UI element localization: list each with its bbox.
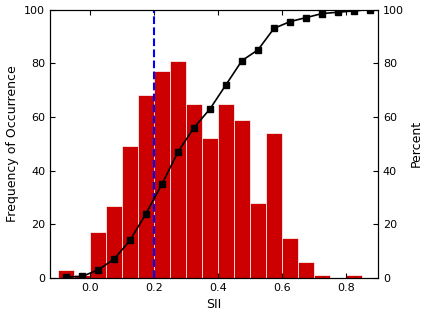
Bar <box>154 71 170 278</box>
Bar <box>282 238 298 278</box>
Bar <box>138 95 154 278</box>
X-axis label: SII: SII <box>206 298 222 311</box>
Bar <box>202 139 218 278</box>
Y-axis label: Frequency of Occurrence: Frequency of Occurrence <box>6 65 18 222</box>
Bar <box>170 61 186 278</box>
Bar <box>234 120 250 278</box>
Bar <box>314 275 330 278</box>
Bar <box>218 104 234 278</box>
Bar <box>106 205 122 278</box>
Bar <box>74 275 90 278</box>
Bar <box>266 133 282 278</box>
Bar <box>250 203 266 278</box>
Y-axis label: Percent: Percent <box>410 120 422 167</box>
Bar <box>186 104 202 278</box>
Bar <box>58 270 74 278</box>
Bar <box>122 146 138 278</box>
Bar <box>346 275 362 278</box>
Bar <box>298 262 314 278</box>
Bar <box>90 232 106 278</box>
